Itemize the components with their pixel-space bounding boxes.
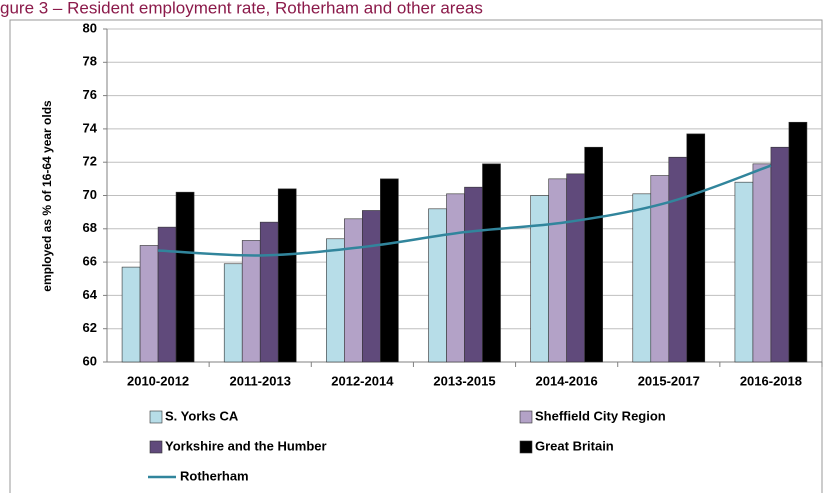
bar xyxy=(259,221,279,363)
bar xyxy=(686,133,706,363)
chart-title: gure 3 – Resident employment rate, Rothe… xyxy=(0,0,483,17)
bar xyxy=(482,163,501,363)
bar xyxy=(428,208,447,363)
x-tick-label: 2011-2013 xyxy=(229,373,290,388)
bar xyxy=(584,146,603,363)
bar xyxy=(548,178,567,363)
y-tick-label: 80 xyxy=(83,20,97,35)
bar xyxy=(157,226,177,363)
bar xyxy=(446,193,465,363)
y-tick-label: 62 xyxy=(83,320,97,335)
legend-swatch xyxy=(519,440,533,454)
bar xyxy=(632,193,652,363)
bar xyxy=(121,266,141,363)
x-tick-label: 2012-2014 xyxy=(331,373,394,388)
bar xyxy=(326,238,345,363)
bar xyxy=(788,121,808,363)
bar xyxy=(277,188,297,363)
legend-label: S. Yorks CA xyxy=(165,408,239,423)
y-tick-label: 78 xyxy=(83,54,97,69)
bar xyxy=(566,173,585,363)
bar xyxy=(380,178,399,363)
bar xyxy=(668,156,688,363)
bar xyxy=(770,146,790,363)
y-tick-label: 64 xyxy=(83,287,98,302)
legend-label: Rotherham xyxy=(180,468,249,483)
y-tick-label: 70 xyxy=(83,187,97,202)
y-tick-label: 74 xyxy=(83,120,98,135)
legend-swatch xyxy=(149,410,163,424)
legend-swatch xyxy=(149,440,163,454)
bar xyxy=(241,240,261,363)
bar xyxy=(344,218,363,363)
chart-frame xyxy=(9,19,823,493)
y-tick-label: 76 xyxy=(83,87,97,102)
y-tick-label: 60 xyxy=(83,353,97,368)
y-axis-label: employed as % of 16-64 year olds xyxy=(40,100,54,292)
bar xyxy=(734,181,754,363)
x-tick-label: 2010-2012 xyxy=(127,373,189,388)
x-tick-label: 2015-2017 xyxy=(638,373,700,388)
y-tick-label: 66 xyxy=(83,254,97,269)
y-tick-label: 72 xyxy=(83,154,97,169)
bar xyxy=(175,191,195,363)
legend-label: Great Britain xyxy=(535,438,614,453)
x-tick-label: 2013-2015 xyxy=(433,373,495,388)
bar xyxy=(139,245,159,363)
legend-swatch xyxy=(519,410,533,424)
x-tick-label: 2014-2016 xyxy=(536,373,598,388)
bar xyxy=(464,186,483,363)
bar xyxy=(223,263,243,363)
line xyxy=(158,164,772,257)
y-tick-label: 68 xyxy=(83,220,97,235)
legend-label: Sheffield City Region xyxy=(535,408,666,423)
bar xyxy=(752,163,772,363)
legend-label: Yorkshire and the Humber xyxy=(165,438,327,453)
bar xyxy=(362,210,381,363)
bar xyxy=(530,195,549,363)
x-tick-label: 2016-2018 xyxy=(740,373,802,388)
